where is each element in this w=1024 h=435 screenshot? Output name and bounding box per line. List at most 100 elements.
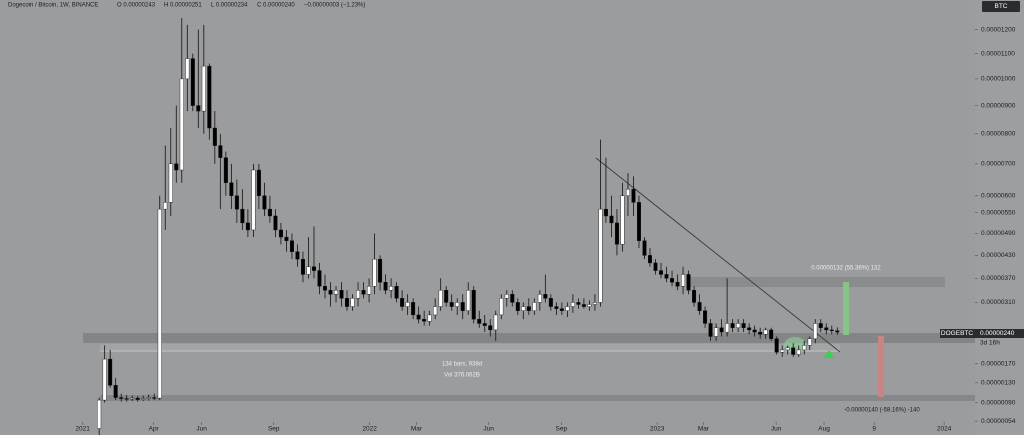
candle-body	[146, 397, 151, 399]
candle-body	[141, 398, 146, 400]
candle-body	[515, 302, 520, 311]
candle-body	[708, 323, 713, 337]
candle-body	[256, 169, 261, 196]
candle-body	[460, 302, 465, 311]
candle-body	[482, 323, 487, 326]
candle-body	[223, 157, 228, 183]
candle-body	[422, 318, 427, 322]
x-tick-label: Aug	[818, 426, 830, 433]
candle-body	[675, 282, 680, 287]
x-tick-label: 9	[872, 426, 876, 433]
candle-body	[455, 302, 460, 307]
currency-box[interactable]	[982, 1, 1020, 12]
candle-body	[163, 202, 168, 210]
candle-body	[774, 338, 779, 353]
candle-body	[400, 298, 405, 307]
candle-body	[824, 327, 829, 331]
candle-body	[383, 282, 388, 291]
candle-body	[719, 327, 724, 333]
range-label: 134 bars, 938d	[442, 362, 482, 368]
candle-body	[499, 298, 504, 316]
ticker-box	[940, 329, 975, 338]
candle-body	[532, 302, 537, 311]
candle-body	[543, 294, 548, 299]
candle-body	[730, 323, 735, 328]
candle-body	[328, 290, 333, 295]
y-tick-label: 0.00000090	[981, 399, 1016, 406]
candle-body	[300, 258, 305, 275]
candle-body	[614, 222, 619, 245]
support-zone	[83, 333, 975, 343]
candle-body	[278, 229, 283, 238]
candle-body	[526, 306, 531, 311]
y-tick-label: 0.00000170	[981, 360, 1016, 367]
x-tick-label: Sep	[556, 426, 568, 433]
candle-body	[427, 314, 432, 322]
x-tick-label: Mar	[411, 426, 423, 433]
candle-body	[108, 358, 113, 386]
trendline	[595, 157, 841, 353]
loss-bar	[878, 336, 884, 397]
candle-body	[119, 397, 124, 399]
measure-range	[100, 344, 840, 352]
candle-body	[664, 274, 669, 279]
candle-body	[835, 330, 840, 333]
candle-body	[780, 349, 785, 353]
y-tick-label: 0.00000430	[981, 252, 1016, 259]
y-tick-label: 0.00001100	[981, 50, 1015, 57]
candle-body	[648, 255, 652, 264]
candle-body	[416, 314, 421, 320]
candle-body	[818, 323, 823, 328]
candle-body	[554, 306, 559, 309]
y-tick-label: 0.00001200	[981, 26, 1016, 33]
candle-body	[714, 327, 719, 337]
candle-body	[587, 304, 592, 307]
candle-body	[389, 286, 394, 291]
candle-body	[267, 208, 272, 217]
candle-body	[444, 290, 449, 303]
symbol: Dogecoin / Bitcoin, 1W, BINANCE	[8, 3, 98, 9]
last-price: 0.00000240	[980, 330, 1015, 337]
candle-body	[334, 290, 339, 295]
candle-body	[372, 258, 377, 287]
candle-body	[725, 323, 730, 333]
candle-body	[152, 397, 157, 399]
x-tick-label: 2024	[937, 426, 952, 433]
currency[interactable]: BTC	[995, 3, 1008, 10]
ohlc-open: O 0.00000243	[117, 3, 156, 9]
y-tick-label: 0.00000310	[981, 299, 1016, 306]
candle-body	[565, 306, 570, 311]
candle-body	[785, 347, 790, 351]
candle-body	[752, 329, 757, 333]
candle-body	[179, 78, 184, 171]
resistance-zone	[690, 277, 945, 287]
candle-body	[477, 318, 482, 324]
candle-body	[168, 163, 173, 203]
candle-body	[670, 278, 675, 283]
lower-zone	[100, 395, 975, 401]
y-tick-label: 0.00000130	[981, 379, 1016, 386]
y-tick-label: 0.00000800	[981, 131, 1016, 138]
x-tick-label: Mar	[698, 426, 710, 433]
candle-body	[273, 215, 278, 231]
x-tick-label: 2021	[75, 426, 90, 433]
candle-body	[681, 274, 686, 287]
arrow-up	[823, 350, 835, 358]
candle-body	[361, 290, 366, 295]
candle-body	[323, 286, 327, 291]
candles	[97, 17, 840, 435]
y-tick-label: 0.00000600	[981, 192, 1016, 199]
candle-body	[449, 302, 454, 307]
x-tick-label: Apr	[149, 426, 160, 433]
y-tick-label: 0.00000550	[981, 209, 1016, 216]
y-tick-label: 0.00000370	[981, 275, 1016, 282]
candle-body	[97, 399, 102, 429]
candle-body	[559, 308, 564, 311]
candle-body	[174, 163, 179, 171]
x-tick-label: Jun	[196, 426, 207, 433]
gain-label: 0.00000132 (55.36%) 132	[811, 266, 881, 272]
y-tick-label: 0.00000700	[981, 161, 1016, 168]
candle-body	[229, 182, 234, 196]
